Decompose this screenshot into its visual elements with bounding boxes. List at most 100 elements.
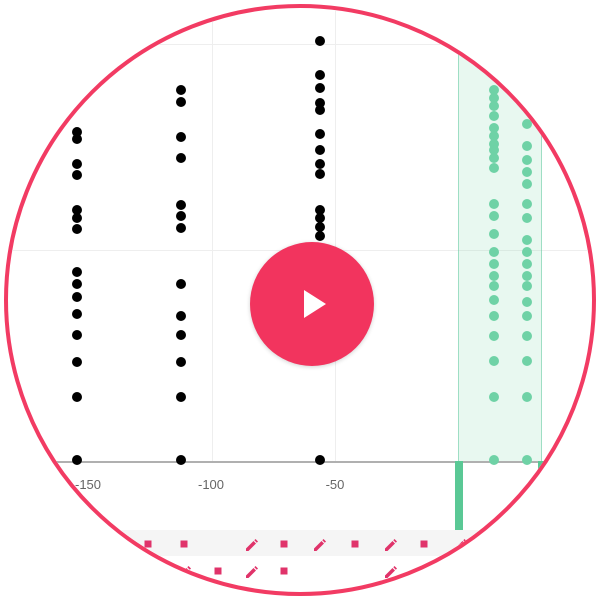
data-point	[522, 297, 532, 307]
data-point	[176, 153, 186, 163]
data-point	[72, 213, 82, 223]
circle-frame: -150 -100 -50	[4, 4, 596, 596]
data-point	[72, 205, 82, 215]
data-point	[489, 153, 499, 163]
x-axis-line	[8, 461, 592, 463]
data-point	[315, 159, 325, 169]
data-point	[176, 85, 186, 95]
square-marker-icon[interactable]	[214, 567, 222, 575]
data-point	[522, 155, 532, 165]
pencil-icon[interactable]	[176, 563, 192, 579]
data-point	[315, 70, 325, 80]
data-point	[176, 223, 186, 233]
data-point	[522, 259, 532, 269]
data-point	[315, 455, 325, 465]
data-point	[176, 132, 186, 142]
data-point	[489, 199, 499, 209]
data-point	[176, 279, 186, 289]
play-button[interactable]	[250, 242, 374, 366]
data-point	[522, 281, 532, 291]
data-point	[72, 127, 82, 137]
pencil-icon[interactable]	[311, 536, 327, 552]
data-point	[522, 119, 532, 129]
data-point	[522, 331, 532, 341]
data-point	[489, 85, 499, 95]
data-point	[489, 123, 499, 133]
grid-line-vertical	[335, 8, 336, 462]
data-point	[489, 392, 499, 402]
data-point	[489, 145, 499, 155]
data-point	[72, 357, 82, 367]
x-tick-label: -100	[197, 477, 225, 492]
data-point	[315, 231, 325, 241]
square-marker-icon[interactable]	[420, 540, 428, 548]
pencil-icon[interactable]	[452, 536, 468, 552]
data-point	[489, 271, 499, 281]
data-point	[72, 224, 82, 234]
data-point	[315, 145, 325, 155]
square-marker-icon[interactable]	[280, 567, 288, 575]
data-point	[489, 93, 499, 103]
data-point	[522, 356, 532, 366]
data-point	[72, 309, 82, 319]
data-point	[72, 134, 82, 144]
data-point	[489, 259, 499, 269]
icon-row	[8, 556, 592, 582]
data-point	[72, 267, 82, 277]
pencil-icon[interactable]	[382, 536, 398, 552]
data-point	[176, 311, 186, 321]
selection-band[interactable]	[458, 8, 542, 461]
selection-handle-left[interactable]	[455, 461, 463, 531]
data-point	[315, 169, 325, 179]
data-point	[489, 101, 499, 111]
data-point	[489, 331, 499, 341]
square-marker-icon[interactable]	[351, 540, 359, 548]
data-point	[315, 222, 325, 232]
data-point	[72, 292, 82, 302]
data-point	[489, 139, 499, 149]
pencil-icon[interactable]	[243, 563, 259, 579]
data-point	[522, 311, 532, 321]
data-point	[489, 111, 499, 121]
data-point	[72, 170, 82, 180]
data-point	[315, 36, 325, 46]
data-point	[176, 392, 186, 402]
data-point	[176, 357, 186, 367]
data-point	[72, 330, 82, 340]
grid-line-vertical	[212, 8, 213, 462]
data-point	[522, 455, 532, 465]
data-point	[176, 97, 186, 107]
data-point	[522, 235, 532, 245]
data-point	[315, 213, 325, 223]
data-point	[489, 311, 499, 321]
data-point	[72, 392, 82, 402]
square-marker-icon[interactable]	[144, 540, 152, 548]
pencil-icon[interactable]	[452, 563, 468, 579]
data-point	[522, 213, 532, 223]
data-point	[522, 167, 532, 177]
data-point	[176, 330, 186, 340]
square-marker-icon[interactable]	[180, 540, 188, 548]
data-point	[522, 199, 532, 209]
grid-line-horizontal	[8, 44, 592, 45]
data-point	[489, 455, 499, 465]
data-point	[489, 356, 499, 366]
data-point	[522, 141, 532, 151]
data-point	[522, 392, 532, 402]
selection-handle-right[interactable]	[538, 461, 544, 473]
scatter-plot: -150 -100 -50	[8, 8, 592, 592]
data-point	[72, 159, 82, 169]
pencil-icon[interactable]	[243, 536, 259, 552]
pencil-icon[interactable]	[382, 563, 398, 579]
data-point	[72, 279, 82, 289]
data-point	[489, 211, 499, 221]
data-point	[72, 455, 82, 465]
data-point	[315, 205, 325, 215]
data-point	[522, 247, 532, 257]
data-point	[489, 247, 499, 257]
data-point	[522, 179, 532, 189]
square-marker-icon[interactable]	[280, 540, 288, 548]
data-point	[315, 129, 325, 139]
data-point	[315, 83, 325, 93]
